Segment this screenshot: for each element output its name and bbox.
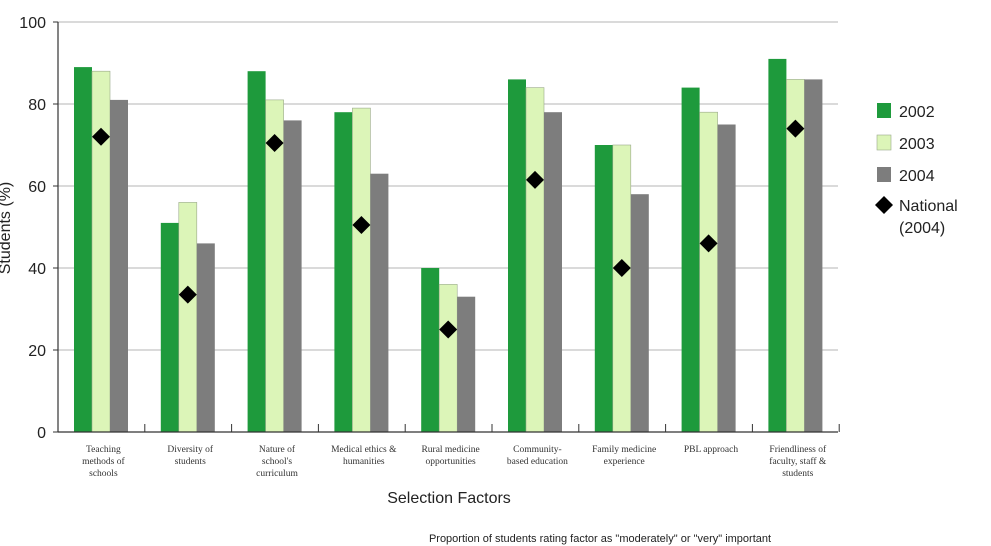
bar-2003 [525, 87, 545, 433]
national-marker [92, 127, 110, 146]
legend-marker-national [875, 196, 893, 214]
legend-swatch-2004 [877, 167, 891, 182]
bar-2002 [681, 87, 700, 432]
national-marker [178, 285, 197, 304]
y-tick-label: 100 [19, 15, 46, 32]
bar-2004 [717, 124, 736, 432]
legend-label-2003: 2003 [899, 136, 935, 153]
x-category-label: Family medicine [592, 445, 656, 455]
x-category-label: humanities [343, 457, 385, 467]
y-tick-label: 0 [37, 425, 46, 442]
x-category-label: school's [262, 457, 293, 467]
bar-2004 [283, 120, 302, 433]
legend-label-2004: 2004 [899, 168, 935, 185]
x-category-label: Rural medicine [421, 445, 479, 455]
national-marker [526, 170, 544, 189]
y-tick-label: 60 [28, 179, 46, 196]
national-marker [612, 259, 631, 277]
national-marker [699, 234, 718, 253]
x-category-label: faculty, staff & [769, 456, 827, 467]
national-marker [439, 320, 458, 339]
bar-2004 [457, 296, 476, 432]
legend-label-national: National [899, 198, 958, 215]
legend: 2002 2003 2004 National (2004) [875, 103, 958, 237]
x-category-label: students [175, 457, 206, 467]
x-category-label: Nature of [259, 444, 296, 455]
bar-2003 [352, 107, 371, 433]
legend-swatch-2002 [877, 103, 891, 118]
bar-2002 [421, 268, 440, 432]
x-category-label: experience [604, 457, 645, 467]
bar-2004 [370, 173, 389, 432]
bar-2002 [247, 71, 266, 432]
bar-2002 [160, 222, 179, 432]
x-category-label: Friendliness of [769, 444, 827, 455]
bar-2004 [196, 243, 215, 432]
bar-2003 [91, 70, 111, 433]
footnote: Proportion of students rating factor as … [429, 533, 771, 545]
bar-2002 [768, 58, 787, 433]
y-tick-label: 40 [28, 261, 46, 278]
bar-2004 [630, 194, 649, 432]
bar-2002 [594, 145, 613, 432]
bar-2003 [178, 202, 198, 433]
y-axis: 0 20 40 60 80 100 [19, 15, 59, 442]
bar-2004 [804, 79, 823, 433]
bar-2002 [74, 67, 92, 432]
legend-label-national: (2004) [899, 220, 945, 237]
bar-2003 [699, 111, 718, 433]
national-marker [265, 133, 284, 152]
national-marker [786, 119, 805, 138]
legend-swatch-2003 [876, 134, 892, 151]
x-category-label: methods of [82, 456, 125, 467]
y-axis-title: Students (%) [0, 182, 14, 274]
bar-2004 [544, 112, 562, 432]
x-category-label: Diversity of [167, 444, 213, 455]
x-category-label: Medical ethics & [331, 445, 397, 455]
x-category-label: based education [507, 457, 568, 467]
x-category-label: opportunities [426, 457, 476, 467]
x-category-label: Teaching [86, 445, 121, 455]
x-category-label: PBL approach [684, 445, 739, 455]
bar-2002 [508, 79, 526, 433]
x-category-label: curriculum [256, 469, 298, 479]
bars [74, 58, 823, 433]
national-markers [92, 119, 805, 339]
y-tick-label: 80 [28, 97, 46, 114]
x-category-label: Community- [513, 445, 562, 455]
x-category-label: students [782, 469, 813, 479]
legend-label-2002: 2002 [899, 104, 935, 121]
x-axis-title: Selection Factors [387, 490, 511, 507]
bar-2002 [334, 112, 353, 432]
bar-2003 [438, 284, 458, 433]
bar-2003 [612, 144, 632, 433]
y-tick-label: 20 [28, 343, 46, 360]
bar-2004 [110, 99, 128, 433]
national-marker [352, 215, 371, 234]
x-category-label: schools [89, 469, 118, 479]
